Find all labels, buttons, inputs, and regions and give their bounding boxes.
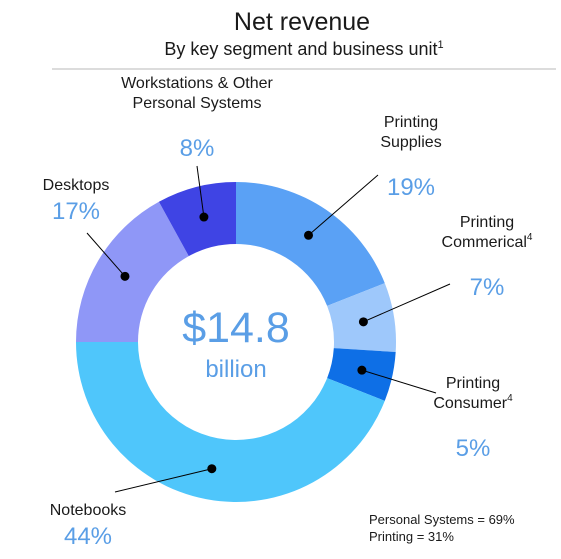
slice-notebooks	[76, 342, 385, 503]
label-printing-supplies: Printing Supplies	[380, 114, 441, 151]
label-notebooks: Notebooks	[50, 502, 127, 519]
leader-workstations-other-personal-systems	[196, 165, 205, 218]
leader-printing-consumer	[361, 369, 437, 394]
value-notebooks: 44%	[64, 523, 112, 550]
leader-dot-printing-commerical	[358, 317, 368, 327]
center-unit: billion	[205, 356, 266, 383]
slice-printing-commerical	[327, 283, 396, 353]
value-workstations-other-personal-systems: 8%	[180, 135, 215, 162]
label-superscript: 4	[507, 393, 513, 404]
leader-dot-workstations-other-personal-systems	[199, 212, 209, 222]
footnote-printing: Printing = 31%	[369, 529, 454, 544]
label-desktops: Desktops	[43, 177, 110, 194]
leader-dot-desktops	[120, 271, 130, 281]
slice-printing-supplies	[236, 182, 385, 306]
subtitle-superscript: 1	[438, 39, 444, 51]
slice-desktops	[76, 201, 189, 342]
leader-dot-printing-consumer	[357, 365, 367, 375]
value-printing-consumer: 5%	[456, 435, 491, 462]
label-superscript: 4	[527, 232, 533, 243]
chart-subtitle: By key segment and business unit1	[164, 39, 443, 59]
center-value: $14.8	[182, 304, 290, 352]
leader-lines	[86, 165, 451, 493]
footnote-personal-systems: Personal Systems = 69%	[369, 512, 515, 527]
leader-printing-commerical	[363, 283, 451, 323]
value-printing-commerical: 7%	[470, 274, 505, 301]
chart-title: Net revenue	[234, 8, 370, 36]
leader-desktops	[86, 232, 126, 277]
leader-dot-printing-supplies	[304, 230, 314, 240]
leader-dot-notebooks	[207, 464, 217, 474]
value-desktops: 17%	[52, 198, 100, 225]
label-workstations-other-personal-systems: Workstations & Other Personal Systems	[121, 75, 273, 112]
leader-notebooks	[114, 468, 212, 493]
slice-workstations-other-personal-systems	[158, 182, 236, 257]
leader-printing-supplies	[308, 174, 379, 236]
label-printing-commerical: Printing Commerical4	[442, 214, 533, 251]
value-printing-supplies: 19%	[387, 174, 435, 201]
segment-labels: Printing Supplies 19% Printing Commerical4 7%…	[43, 75, 533, 550]
label-printing-consumer: Printing Consumer4	[433, 375, 513, 412]
donut-slices	[76, 182, 396, 503]
